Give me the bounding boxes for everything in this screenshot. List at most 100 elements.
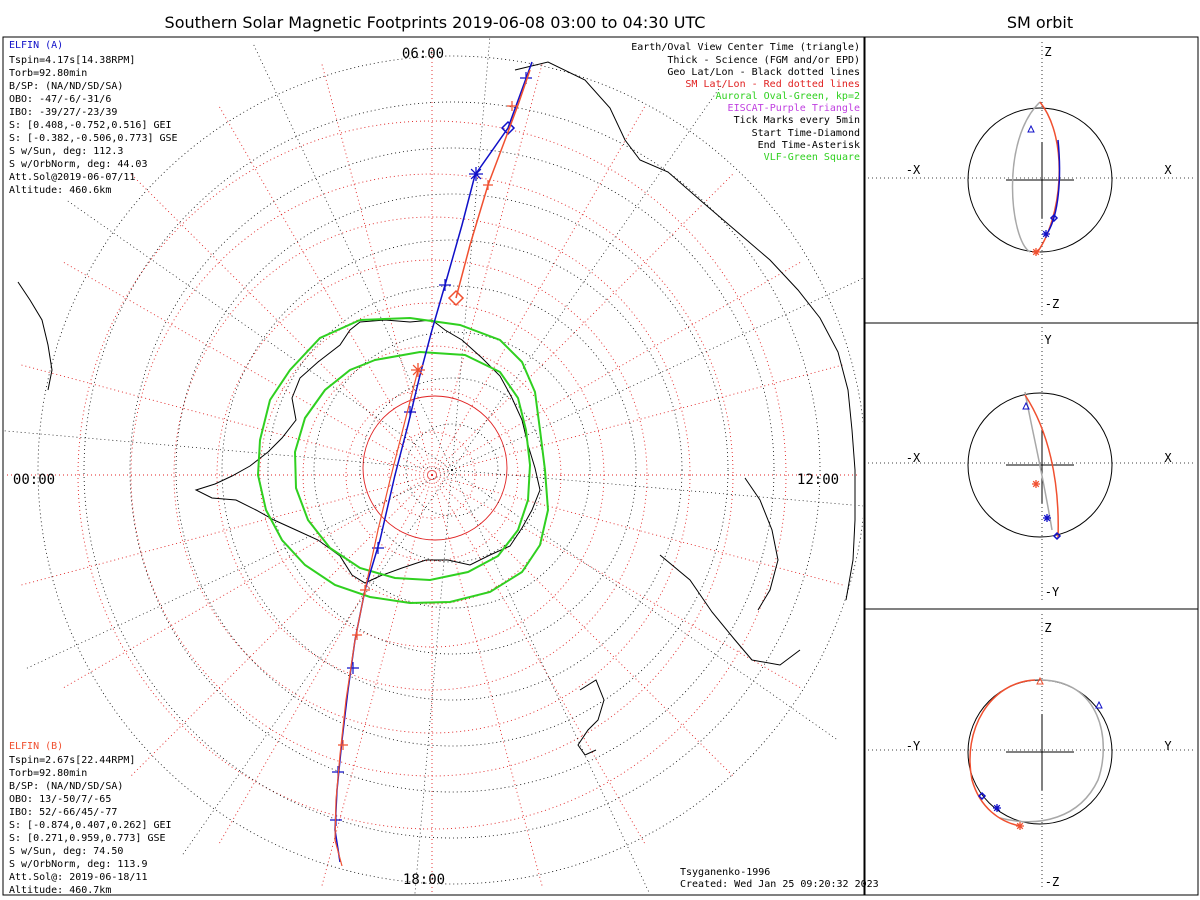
sm-longitude-line <box>63 262 433 476</box>
elfin-b-tick <box>338 740 348 750</box>
orbit-end-asterisk <box>993 804 1001 812</box>
geo-longitude-line <box>4 430 453 471</box>
orbit-end-asterisk <box>1016 822 1024 830</box>
legend-item: EISCAT-Purple Triangle <box>728 103 860 114</box>
geo-longitude-line <box>451 84 722 471</box>
model-credit: Tsyganenko-1996 <box>680 867 770 878</box>
elfin-b-end-asterisk <box>411 363 425 377</box>
sm-latitude-circle <box>216 259 648 691</box>
info-line: S: [0.271,0.959,0.773] GSE <box>9 833 166 844</box>
sm-longitude-line <box>219 106 433 476</box>
info-line: S w/Sun, deg: 112.3 <box>9 146 123 157</box>
elfin-b-name: ELFIN (B) <box>9 741 63 752</box>
orbit-panels <box>868 42 1196 888</box>
info-line: S: [0.408,-0.752,0.516] GEI <box>9 120 172 131</box>
sm-longitude-line <box>431 262 801 476</box>
orbit-end-asterisk <box>1043 514 1051 522</box>
sm-longitude-line <box>431 474 801 688</box>
info-line: Tspin=2.67s[22.44RPM] <box>9 755 135 766</box>
figure-title: Southern Solar Magnetic Footprints 2019-… <box>165 13 706 32</box>
orbit-panel-3-labels: Z -Z -Y Y <box>906 621 1173 889</box>
legend-item: VLF-Green Square <box>764 152 860 163</box>
orbit-panel-2-labels: Y -Y -X X <box>906 333 1173 599</box>
legend-item: Earth/Oval View Center Time (triangle) <box>631 42 860 53</box>
orbit-title: SM orbit <box>1007 13 1073 32</box>
geo-latitude-circle <box>313 331 591 609</box>
axis-label-left: -X <box>906 451 921 465</box>
orbit-view-triangle <box>1095 700 1103 709</box>
axis-label-left: -X <box>906 163 921 177</box>
elfin-b-info: ELFIN (B) Tspin=2.67s[22.44RPM] Torb=92.… <box>9 741 172 896</box>
elfin-b-tick <box>483 180 493 190</box>
legend-item: Thick - Science (FGM and/or EPD) <box>667 55 860 66</box>
axis-label-right: X <box>1164 163 1172 177</box>
info-line: Torb=92.80min <box>9 768 87 779</box>
sm-longitude-line <box>321 474 433 886</box>
coastline-segment <box>744 477 779 611</box>
sm-longitude-line <box>131 174 433 476</box>
sm-longitude-line <box>219 474 433 844</box>
sm-pole-circle <box>362 395 508 541</box>
sm-longitude-line <box>131 474 433 776</box>
orbit-start-diamond <box>1049 213 1059 223</box>
info-line: OBO: 13/-50/7/-65 <box>9 794 111 805</box>
sm-longitude-line <box>431 474 733 776</box>
info-line: Tspin=4.17s[14.38RPM] <box>9 55 135 66</box>
orbit-end-asterisk <box>1032 248 1040 256</box>
geo-longitude-line <box>253 43 453 471</box>
auroral-oval-poleward <box>256 316 550 605</box>
elfin-a-name: ELFIN (A) <box>9 40 63 51</box>
legend-item: Auroral Oval-Green, kp=2 <box>716 91 861 102</box>
elfin-a-end-asterisk <box>469 167 483 181</box>
info-line: S: [-0.382,-0.506,0.773] GSE <box>9 133 178 144</box>
legend-item: End Time-Asterisk <box>758 140 860 151</box>
legend-item: Tick Marks every 5min <box>734 115 860 126</box>
orbit-view-triangle <box>1036 676 1044 685</box>
info-line: Altitude: 460.7km <box>9 885 111 896</box>
earth-circle <box>967 392 1113 538</box>
axis-label-right: X <box>1164 451 1172 465</box>
africa-australia-coastline <box>514 61 856 601</box>
orbit-path-grey <box>1011 101 1041 253</box>
orbit-panel-1-labels: Z -Z -X X <box>906 45 1173 311</box>
sm-latitude-circle <box>77 120 787 830</box>
info-line: S w/OrbNorm, deg: 44.03 <box>9 159 147 170</box>
sm-latitude-circle <box>345 388 519 562</box>
legend-item: Start Time-Diamond <box>752 128 860 139</box>
sm-longitude-line <box>431 474 543 886</box>
elfin-b-tick <box>360 585 370 595</box>
south-america-coastline <box>17 281 53 391</box>
sm-longitude-line <box>21 364 433 476</box>
elfin-b-track-lower <box>334 369 419 867</box>
sm-longitude-line <box>431 474 843 586</box>
info-line: Att.Sol@2019-06-07/11 <box>9 172 135 183</box>
geo-longitude-line <box>451 469 651 894</box>
mlt-label-06: 06:00 <box>402 46 444 62</box>
orbit-view-triangle <box>1027 124 1035 133</box>
axis-label-bottom: -Z <box>1045 297 1059 311</box>
orbit-path-elfin-b <box>1024 394 1059 539</box>
orbit-path-elfin-a <box>1047 139 1061 233</box>
mlt-label-00: 00:00 <box>13 472 55 488</box>
geo-latitude-circle <box>37 55 863 885</box>
orbit-view-triangle <box>1022 401 1030 410</box>
info-line: S w/OrbNorm, deg: 113.9 <box>9 859 147 870</box>
orbit-end-asterisk <box>1042 230 1050 238</box>
coastline-segment <box>659 554 801 666</box>
sm-longitude-line <box>21 474 433 586</box>
auroral-oval-equatorward <box>293 350 532 582</box>
orbit-path-grey <box>999 679 1105 823</box>
sm-latitude-circle <box>173 216 691 734</box>
sm-longitude-line <box>431 64 543 476</box>
elfin-a-info: ELFIN (A) Tspin=4.17s[14.38RPM] Torb=92.… <box>9 40 178 196</box>
sm-longitude-line <box>431 364 843 476</box>
sm-latitude-circle <box>388 431 476 519</box>
created-timestamp: Created: Wed Jan 25 09:20:32 2023 <box>680 879 879 890</box>
info-line: IBO: -39/27/-23/39 <box>9 107 117 118</box>
mlt-label-12: 12:00 <box>797 472 839 488</box>
geo-longitude-line <box>414 469 453 894</box>
axis-label-right: Y <box>1164 739 1172 753</box>
info-line: Torb=92.80min <box>9 68 87 79</box>
orbit-start-diamond <box>977 791 987 801</box>
